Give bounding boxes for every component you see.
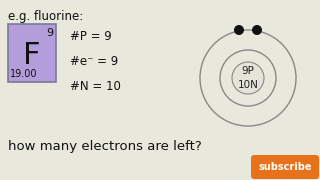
Text: 9: 9: [46, 28, 53, 38]
Circle shape: [234, 25, 244, 35]
FancyBboxPatch shape: [8, 24, 56, 82]
Text: #N = 10: #N = 10: [70, 80, 121, 93]
Text: 19.00: 19.00: [10, 69, 37, 79]
Text: how many electrons are left?: how many electrons are left?: [8, 140, 202, 153]
Circle shape: [252, 25, 262, 35]
Text: #P = 9: #P = 9: [70, 30, 112, 43]
Circle shape: [232, 62, 264, 94]
FancyBboxPatch shape: [251, 155, 319, 179]
Text: subscribe: subscribe: [258, 162, 312, 172]
Text: e.g. fluorine:: e.g. fluorine:: [8, 10, 83, 23]
Text: 9P
10N: 9P 10N: [237, 66, 259, 90]
Text: #e⁻ = 9: #e⁻ = 9: [70, 55, 118, 68]
Text: F: F: [23, 40, 41, 69]
